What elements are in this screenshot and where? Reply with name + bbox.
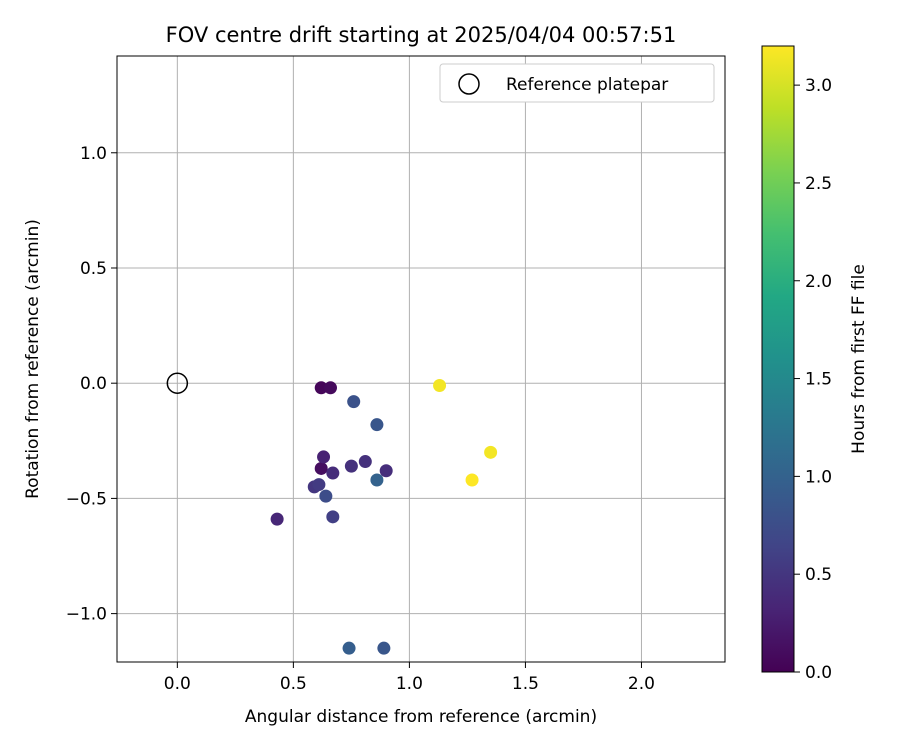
- chart-title: FOV centre drift starting at 2025/04/04 …: [166, 23, 677, 47]
- data-point: [326, 510, 340, 524]
- colorbar-tick-label: 1.5: [805, 370, 832, 390]
- y-tick-label: −0.5: [66, 489, 107, 509]
- y-tick-label: 0.0: [80, 374, 107, 394]
- data-point: [312, 478, 326, 492]
- colorbar-tick-label: 2.5: [805, 174, 832, 194]
- colorbar-gradient: [761, 45, 795, 673]
- data-point: [358, 455, 372, 469]
- colorbar-tick-label: 0.0: [805, 663, 832, 683]
- data-point: [323, 381, 337, 395]
- x-tick-label: 0.5: [280, 674, 307, 694]
- colorbar-ticks: 0.0 0.5 1.0 1.5 2.0 2.5 3.0: [794, 76, 832, 683]
- plot-background: [117, 56, 725, 662]
- legend-marker-open-circle: [458, 73, 480, 95]
- data-point: [433, 378, 447, 392]
- legend-box: [439, 63, 715, 103]
- x-tick-label: 1.0: [396, 674, 423, 694]
- y-tick-label: 0.5: [80, 259, 107, 279]
- colorbar-tick-label: 0.5: [805, 565, 832, 585]
- colorbar-tick-label: 2.0: [805, 272, 832, 292]
- data-point: [326, 466, 340, 480]
- y-axis-label: Rotation from reference (arcmin): [23, 219, 43, 499]
- x-axis-ticks: 0.0 0.5 1.0 1.5 2.0: [164, 662, 655, 694]
- grid-lines: [117, 56, 725, 662]
- data-point: [379, 464, 393, 478]
- colorbar-label: Hours from first FF file: [849, 264, 869, 454]
- data-point: [314, 381, 328, 395]
- legend: Reference platepar: [439, 63, 715, 103]
- reference-marker: [166, 372, 189, 394]
- data-points: [270, 378, 498, 655]
- legend-label: Reference platepar: [506, 75, 668, 95]
- data-point: [370, 418, 384, 432]
- x-tick-label: 1.5: [512, 674, 539, 694]
- data-point: [377, 641, 391, 655]
- data-point: [344, 459, 358, 473]
- data-point: [314, 461, 328, 475]
- x-tick-label: 2.0: [628, 674, 655, 694]
- data-point: [342, 641, 356, 655]
- reference-point: [166, 372, 189, 394]
- plot-frame: [116, 55, 726, 663]
- data-point: [370, 473, 384, 487]
- data-point: [319, 489, 333, 503]
- colorbar-tick-label: 3.0: [805, 76, 832, 96]
- colorbar: 0.0 0.5 1.0 1.5 2.0 2.5 3.0 Hours from first F…: [761, 45, 869, 683]
- y-axis-ticks: −1.0 −0.5 0.0 0.5 1.0: [66, 144, 117, 625]
- data-point: [465, 473, 479, 487]
- x-axis-label: Angular distance from reference (arcmin): [245, 707, 597, 727]
- data-point: [270, 512, 284, 526]
- y-tick-label: −1.0: [66, 605, 107, 625]
- data-point: [317, 450, 331, 464]
- x-tick-label: 0.0: [164, 674, 191, 694]
- data-point: [347, 395, 361, 409]
- y-tick-label: 1.0: [80, 144, 107, 164]
- colorbar-tick-label: 1.0: [805, 467, 832, 487]
- data-point: [484, 445, 498, 459]
